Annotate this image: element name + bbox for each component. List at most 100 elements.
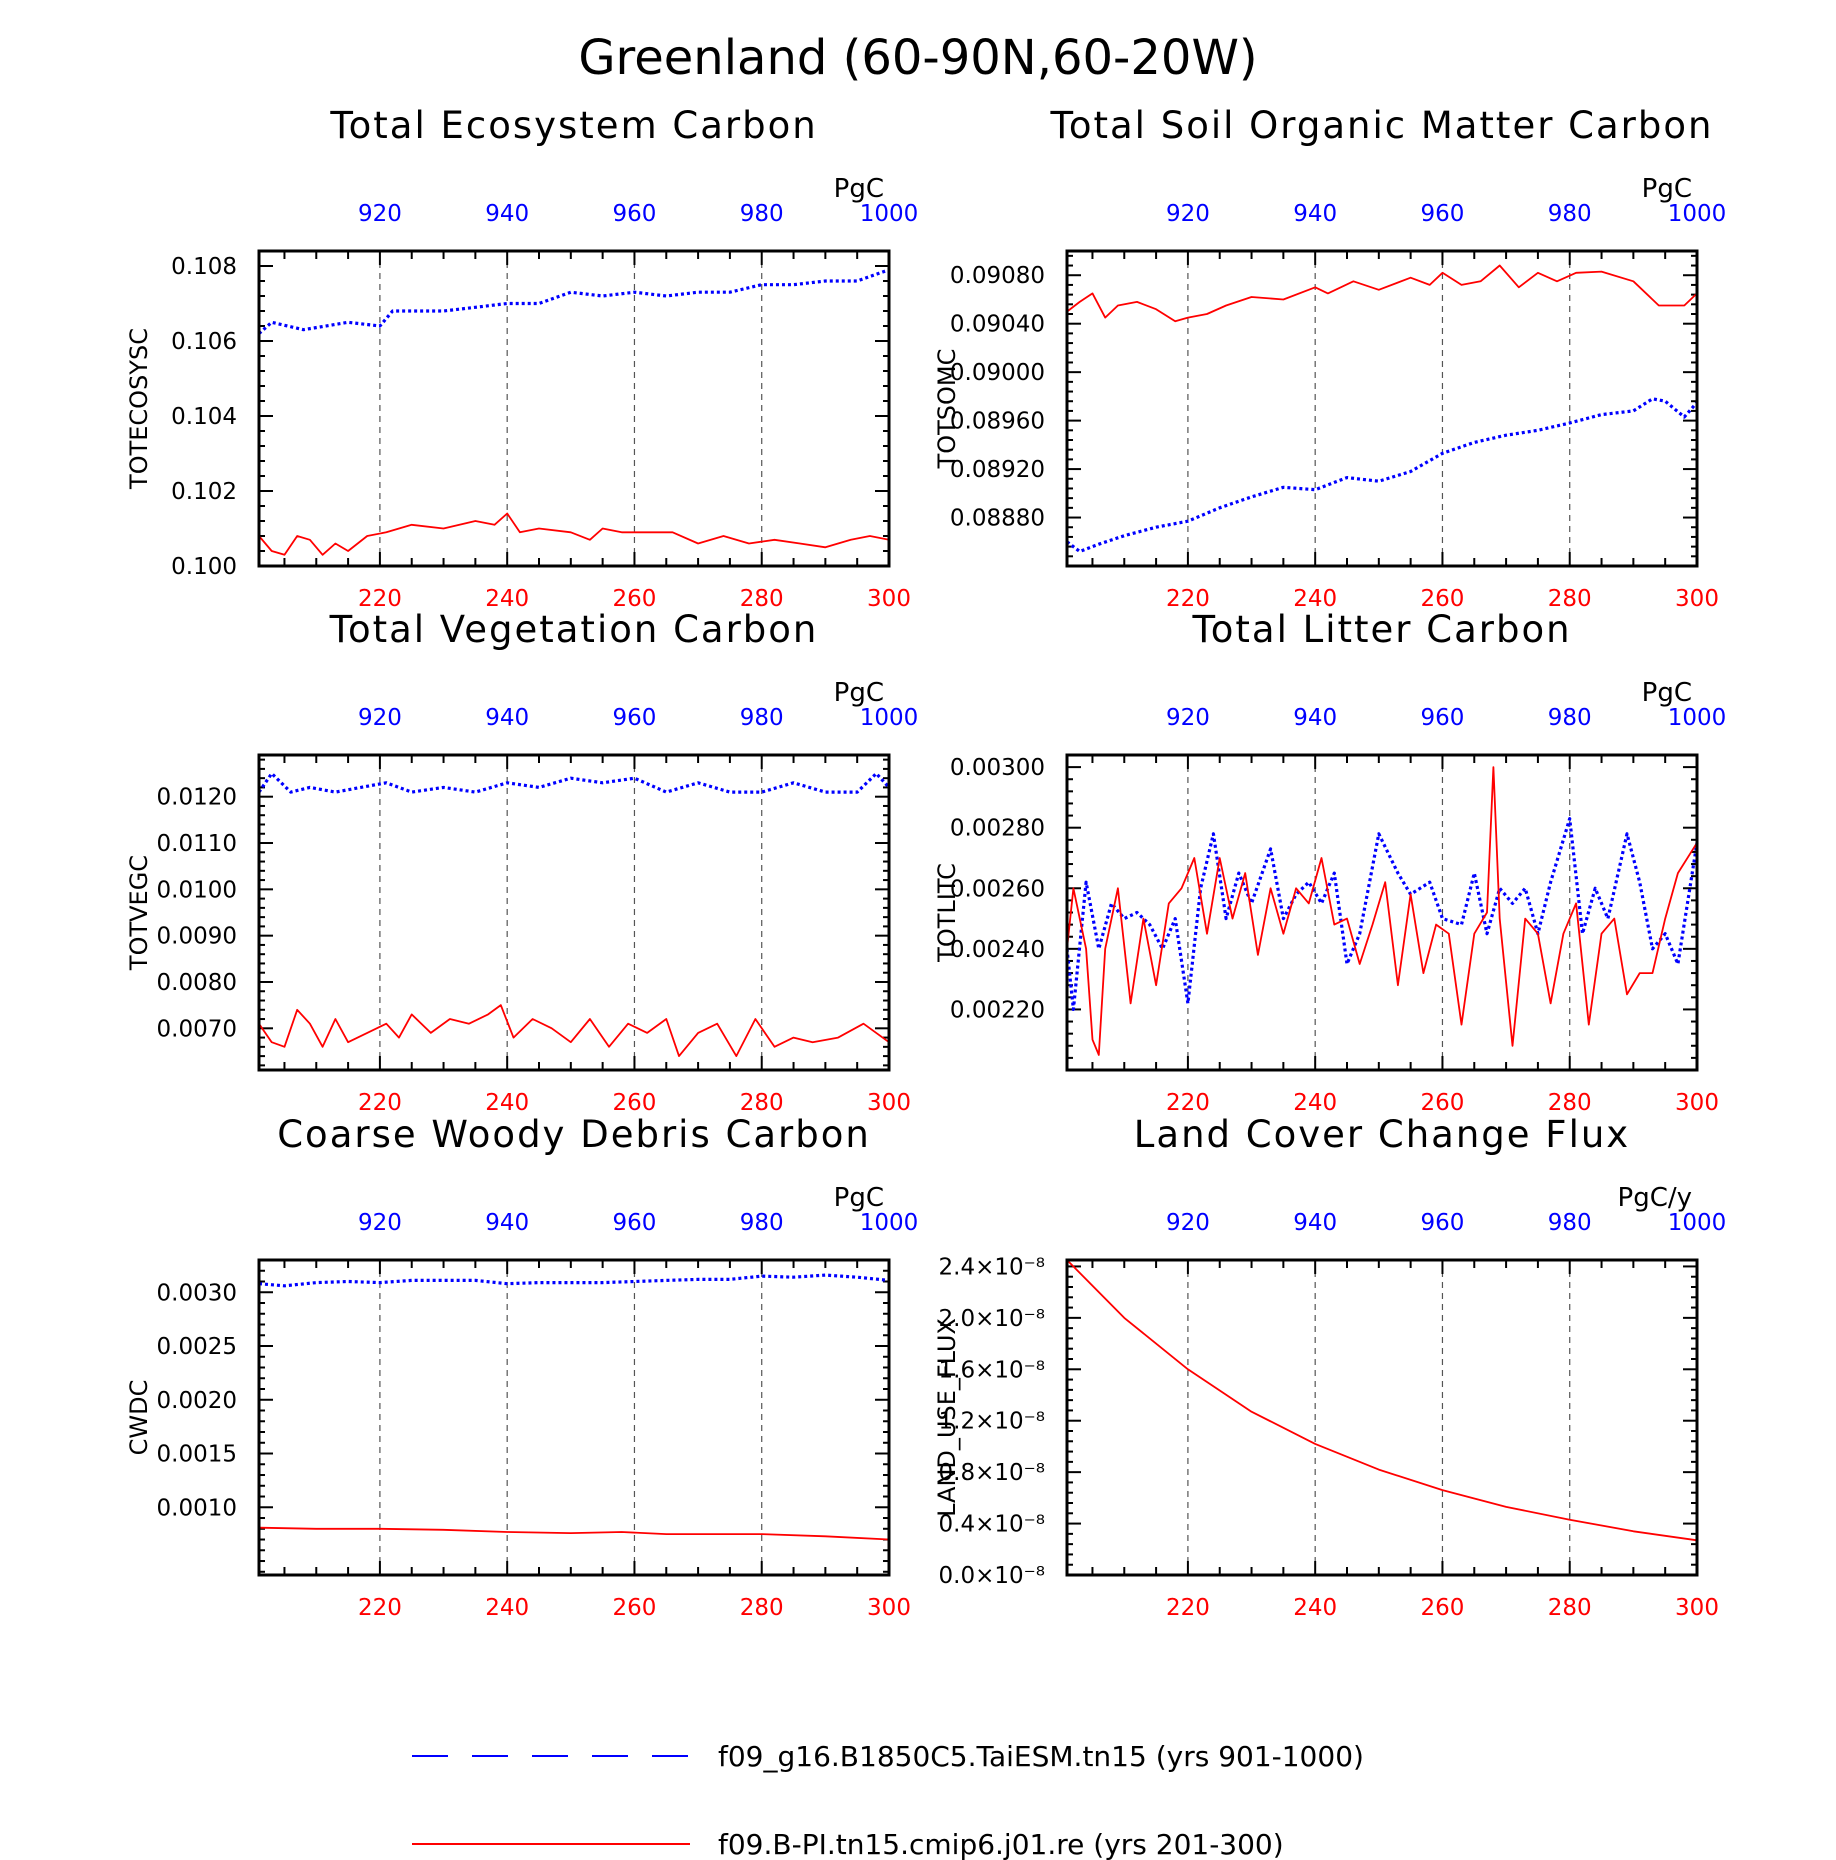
y-tick-label: 0.08880 <box>950 506 1045 532</box>
top-tick-label: 920 <box>1166 201 1210 227</box>
unit-label: PgC <box>834 1183 884 1213</box>
y-tick-label: 0.100 <box>171 554 237 580</box>
legend-label: f09.B-PI.tn15.cmip6.j01.re (yrs 201-300) <box>718 1828 1284 1860</box>
y-tick-label: 0.0070 <box>157 1016 237 1042</box>
top-tick-label: 920 <box>358 1210 402 1236</box>
y-tick-label: 2.0×10⁻⁸ <box>939 1306 1045 1332</box>
y-tick-label: 0.0025 <box>157 1334 237 1360</box>
y-axis-label: CWDC <box>125 1380 153 1456</box>
y-tick-label: 0.0090 <box>157 924 237 950</box>
y-tick-label: 0.4×10⁻⁸ <box>939 1512 1045 1538</box>
y-tick-label: 0.08960 <box>950 409 1045 435</box>
x-tick-label: 220 <box>358 1595 402 1621</box>
series-line <box>258 1526 890 1541</box>
x-tick-label: 300 <box>1675 586 1719 612</box>
top-tick-label: 960 <box>1421 1210 1465 1236</box>
x-tick-label: 240 <box>485 586 529 612</box>
series-line <box>258 512 890 556</box>
unit-label: PgC <box>834 678 884 708</box>
y-tick-label: 0.106 <box>171 329 237 355</box>
series-line <box>1066 1259 1698 1542</box>
x-tick-label: 260 <box>1421 586 1465 612</box>
y-tick-label: 1.2×10⁻⁸ <box>939 1409 1045 1435</box>
y-tick-label: 0.09000 <box>950 360 1045 386</box>
panel-title: Total Vegetation Carbon <box>329 608 819 651</box>
y-tick-label: 0.108 <box>171 254 237 280</box>
y-axis-label: TOTSOMC <box>933 349 961 470</box>
panel-title: Coarse Woody Debris Carbon <box>277 1113 871 1156</box>
x-tick-label: 280 <box>740 586 784 612</box>
panel-title: Total Litter Carbon <box>1191 608 1571 651</box>
top-tick-label: 1000 <box>860 201 919 227</box>
x-tick-label: 240 <box>485 1090 529 1116</box>
top-tick-label: 980 <box>740 705 784 731</box>
x-tick-label: 300 <box>867 1595 911 1621</box>
plot-frame <box>1065 1258 1699 1577</box>
x-tick-label: 260 <box>613 1595 657 1621</box>
unit-label: PgC <box>1642 678 1692 708</box>
chart-panel: Total Vegetation Carbon PgC TOTVEGC 220 240 2… <box>125 608 918 1116</box>
y-tick-label: 0.104 <box>171 404 237 430</box>
chart-panel: Land Cover Change Flux PgC/y LAND_USE_FLUX… <box>933 1113 1726 1621</box>
series-line <box>1066 766 1698 1056</box>
y-tick-label: 0.00260 <box>950 876 1045 902</box>
unit-label: PgC <box>1642 174 1692 204</box>
y-tick-label: 0.09040 <box>950 312 1045 338</box>
y-tick-label: 1.6×10⁻⁸ <box>939 1357 1045 1383</box>
x-tick-label: 260 <box>1421 1595 1465 1621</box>
top-tick-label: 980 <box>1548 1210 1592 1236</box>
x-tick-label: 260 <box>1421 1090 1465 1116</box>
top-tick-label: 960 <box>613 1210 657 1236</box>
legend-item: f09_g16.B1850C5.TaiESM.tn15 (yrs 901-100… <box>412 1740 1364 1773</box>
unit-label: PgC <box>834 174 884 204</box>
x-tick-label: 300 <box>1675 1090 1719 1116</box>
top-tick-label: 1000 <box>860 705 919 731</box>
x-tick-label: 280 <box>1548 1595 1592 1621</box>
x-tick-label: 240 <box>1293 1595 1337 1621</box>
top-tick-label: 960 <box>1421 705 1465 731</box>
y-tick-label: 2.4×10⁻⁸ <box>939 1254 1045 1280</box>
top-tick-label: 1000 <box>1668 201 1727 227</box>
y-axis-label: TOTECOSYSC <box>125 328 153 490</box>
top-tick-label: 1000 <box>1668 1210 1727 1236</box>
y-tick-label: 0.00240 <box>950 937 1045 963</box>
figure-title: Greenland (60-90N,60-20W) <box>578 30 1257 86</box>
y-tick-label: 0.00280 <box>950 816 1045 842</box>
top-tick-label: 940 <box>1293 201 1337 227</box>
series-line <box>1066 397 1699 554</box>
y-tick-label: 0.0080 <box>157 970 237 996</box>
y-tick-label: 0.09080 <box>950 263 1045 289</box>
series-line <box>257 771 891 794</box>
x-tick-label: 220 <box>1166 1090 1210 1116</box>
panel-title: Total Soil Organic Matter Carbon <box>1050 104 1714 147</box>
panel-title: Land Cover Change Flux <box>1134 1113 1630 1156</box>
y-tick-label: 0.0010 <box>157 1495 237 1521</box>
series-line <box>1065 816 1699 1012</box>
y-tick-label: 0.0110 <box>157 831 237 857</box>
top-tick-label: 1000 <box>1668 705 1727 731</box>
legend: f09_g16.B1850C5.TaiESM.tn15 (yrs 901-100… <box>412 1740 1364 1860</box>
x-tick-label: 240 <box>1293 1090 1337 1116</box>
top-tick-label: 980 <box>740 201 784 227</box>
panels: Total Ecosystem Carbon PgC TOTECOSYSC 220 24… <box>125 104 1726 1621</box>
x-tick-label: 260 <box>613 1090 657 1116</box>
series-line <box>258 1273 890 1288</box>
top-tick-label: 920 <box>1166 1210 1210 1236</box>
top-tick-label: 980 <box>740 1210 784 1236</box>
y-tick-label: 0.0120 <box>157 785 237 811</box>
x-tick-label: 280 <box>740 1090 784 1116</box>
x-tick-label: 220 <box>358 586 402 612</box>
top-tick-label: 940 <box>485 201 529 227</box>
top-tick-label: 920 <box>358 201 402 227</box>
chart-panel: Total Ecosystem Carbon PgC TOTECOSYSC 220 24… <box>125 104 918 612</box>
x-tick-label: 300 <box>1675 1595 1719 1621</box>
x-tick-label: 280 <box>1548 1090 1592 1116</box>
y-tick-label: 0.0030 <box>157 1280 237 1306</box>
x-tick-label: 220 <box>358 1090 402 1116</box>
legend-label: f09_g16.B1850C5.TaiESM.tn15 (yrs 901-100… <box>718 1740 1364 1773</box>
y-axis-label: TOTVEGC <box>125 855 153 971</box>
y-tick-label: 0.0×10⁻⁸ <box>939 1563 1045 1589</box>
y-tick-label: 0.102 <box>171 479 237 505</box>
x-tick-label: 280 <box>1548 586 1592 612</box>
y-tick-label: 0.0100 <box>157 877 237 903</box>
